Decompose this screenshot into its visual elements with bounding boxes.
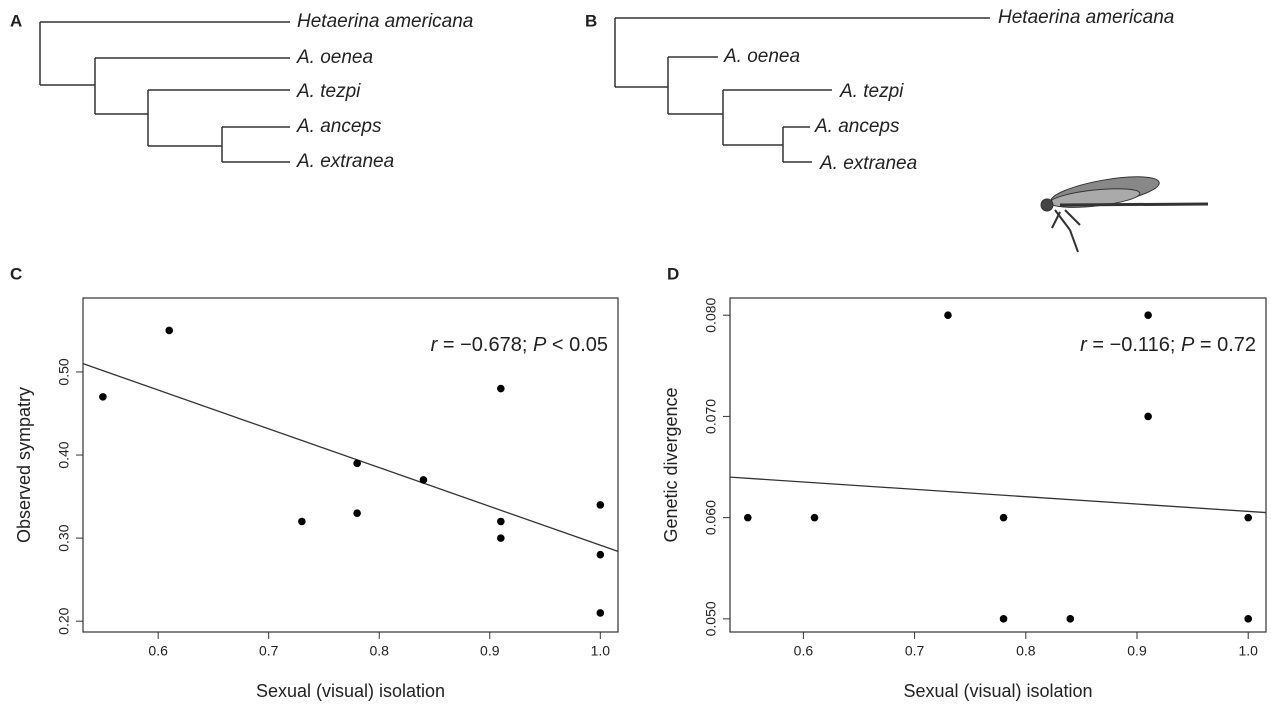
x-tick-label: 0.9 <box>480 643 500 659</box>
annotation: r = −0.116; P = 0.72 <box>1080 334 1256 356</box>
y-tick-label: 0.060 <box>703 500 719 535</box>
species-label: A. oenea <box>296 47 373 68</box>
species-label: A. anceps <box>814 116 900 137</box>
panel-label: D <box>667 264 679 283</box>
species-label: A. anceps <box>296 116 382 137</box>
panel-label: B <box>585 11 597 30</box>
x-tick-label: 0.6 <box>148 643 168 659</box>
fit-line <box>82 363 619 553</box>
species-label: Hetaerina americana <box>998 7 1174 28</box>
x-tick-label: 0.9 <box>1127 643 1147 659</box>
data-point <box>944 311 952 320</box>
annotation-part: P <box>533 334 547 356</box>
y-tick-label: 0.50 <box>56 358 72 385</box>
x-tick-label: 0.8 <box>1016 643 1036 659</box>
species-label: A. tezpi <box>839 81 904 102</box>
tree-a <box>39 21 290 163</box>
y-tick-label: 0.080 <box>703 297 719 332</box>
y-tick-label: 0.070 <box>703 399 719 434</box>
plot-frame <box>82 297 619 633</box>
x-axis-label: Sexual (visual) isolation <box>256 681 445 701</box>
data-point <box>596 550 605 559</box>
data-point <box>497 517 505 526</box>
data-point <box>1244 615 1253 623</box>
y-tick-label: 0.40 <box>56 441 72 468</box>
x-axis-label: Sexual (visual) isolation <box>903 681 1092 701</box>
data-point <box>353 509 361 517</box>
x-tick-label: 0.6 <box>794 643 814 659</box>
data-point <box>419 476 428 484</box>
species-label: A. extranea <box>296 151 394 172</box>
x-tick-label: 0.7 <box>905 643 925 659</box>
species-label: A. oenea <box>723 46 800 67</box>
data-point <box>497 534 505 542</box>
data-point <box>99 393 107 401</box>
annotation-part: = −0.678; <box>437 334 533 356</box>
data-point <box>497 384 505 393</box>
tree-b <box>614 17 990 163</box>
x-tick-label: 1.0 <box>1238 643 1258 659</box>
species-label: A. tezpi <box>296 81 361 102</box>
data-point <box>1144 412 1152 421</box>
species-label: A. extranea <box>819 153 917 174</box>
x-tick-label: 1.0 <box>591 643 611 659</box>
y-axis-label: Genetic divergence <box>661 387 681 542</box>
panel-label: A <box>10 11 22 30</box>
data-point <box>999 615 1008 623</box>
y-tick-label: 0.30 <box>56 524 72 551</box>
data-point <box>298 517 306 526</box>
annotation-part: r <box>431 334 439 356</box>
y-tick-label: 0.20 <box>56 607 72 634</box>
data-point <box>1244 513 1253 522</box>
data-point <box>1144 311 1152 320</box>
species-label: Hetaerina americana <box>297 11 473 32</box>
data-point <box>999 513 1008 522</box>
y-tick-label: 0.050 <box>703 601 719 636</box>
x-tick-label: 0.7 <box>259 643 279 659</box>
plot-frame <box>729 297 1267 633</box>
panel-label: C <box>10 264 22 283</box>
annotation-part: P <box>1181 334 1195 356</box>
data-point <box>1066 615 1075 623</box>
annotation-part: < 0.05 <box>546 334 608 356</box>
data-point <box>353 459 361 468</box>
annotation-part: = 0.72 <box>1194 334 1256 356</box>
data-point <box>596 609 605 617</box>
data-point <box>165 326 174 335</box>
damselfly-icon <box>1040 176 1209 253</box>
data-point <box>596 501 605 509</box>
data-point <box>743 513 752 522</box>
annotation-part: = −0.116; <box>1087 334 1181 356</box>
data-point <box>810 513 819 522</box>
annotation-part: r <box>1080 334 1088 356</box>
annotation: r = −0.678; P < 0.05 <box>431 334 608 356</box>
x-tick-label: 0.8 <box>370 643 390 659</box>
fit-line <box>729 476 1267 514</box>
y-axis-label: Observed sympatry <box>14 387 34 543</box>
